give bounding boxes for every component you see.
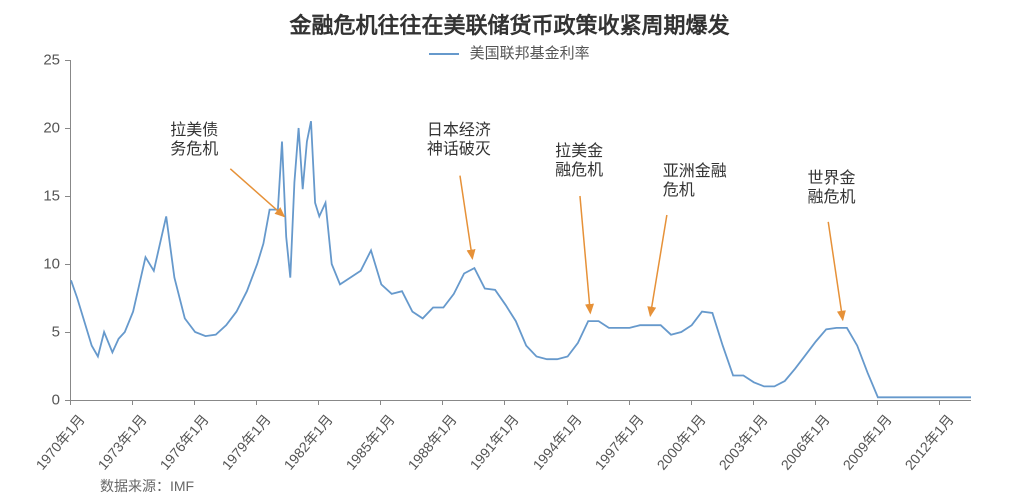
annotation-arrow-gfc xyxy=(828,222,842,320)
y-tick-label: 5 xyxy=(0,324,60,341)
y-tick-label: 25 xyxy=(0,52,60,69)
x-tick-label: 1988年1月 xyxy=(403,410,461,474)
x-tick-label: 1994年1月 xyxy=(528,410,586,474)
annotation-arrow-jp_bubble xyxy=(460,176,472,259)
y-tick-label: 15 xyxy=(0,188,60,205)
x-tick-label: 2003年1月 xyxy=(714,410,772,474)
annotation-arrow-la_debt xyxy=(230,169,284,217)
annotation-la_debt: 拉美债 务危机 xyxy=(170,121,218,159)
y-tick-label: 20 xyxy=(0,120,60,137)
x-tick-label: 1982年1月 xyxy=(279,410,337,474)
annotation-gfc: 世界金 融危机 xyxy=(808,169,856,207)
x-tick-label: 1985年1月 xyxy=(341,410,399,474)
x-tick-label: 1976年1月 xyxy=(155,410,213,474)
annotation-asia_fin: 亚洲金融 危机 xyxy=(663,162,727,200)
annotation-la_fin: 拉美金 融危机 xyxy=(555,142,603,180)
y-tick-label: 10 xyxy=(0,256,60,273)
annotation-arrow-asia_fin xyxy=(650,215,667,316)
annotation-arrows-svg xyxy=(71,60,971,400)
x-tick-label: 1973年1月 xyxy=(93,410,151,474)
x-tick-label: 1979年1月 xyxy=(217,410,275,474)
legend-swatch xyxy=(429,53,459,55)
chart-title: 金融危机往往在美联储货币政策收紧周期爆发 xyxy=(0,8,1019,40)
annotation-jp_bubble: 日本经济 神话破灭 xyxy=(427,121,491,159)
x-tick-label: 1970年1月 xyxy=(31,410,89,474)
x-tick-label: 2006年1月 xyxy=(776,410,834,474)
plot-area: 拉美债 务危机 日本经济 神话破灭拉美金 融危机亚洲金融 危机 世界金 融危机 xyxy=(70,60,971,401)
y-tick-label: 0 xyxy=(0,392,60,409)
chart-container: 金融危机往往在美联储货币政策收紧周期爆发 美国联邦基金利率 0510152025… xyxy=(0,0,1019,500)
source-text: 数据来源：IMF xyxy=(100,476,194,496)
annotation-arrow-la_fin xyxy=(580,196,590,313)
x-tick-label: 2000年1月 xyxy=(652,410,710,474)
x-tick-label: 1997年1月 xyxy=(590,410,648,474)
x-tick-label: 2012年1月 xyxy=(900,410,958,474)
x-tick-label: 1991年1月 xyxy=(465,410,523,474)
x-tick-label: 2009年1月 xyxy=(838,410,896,474)
